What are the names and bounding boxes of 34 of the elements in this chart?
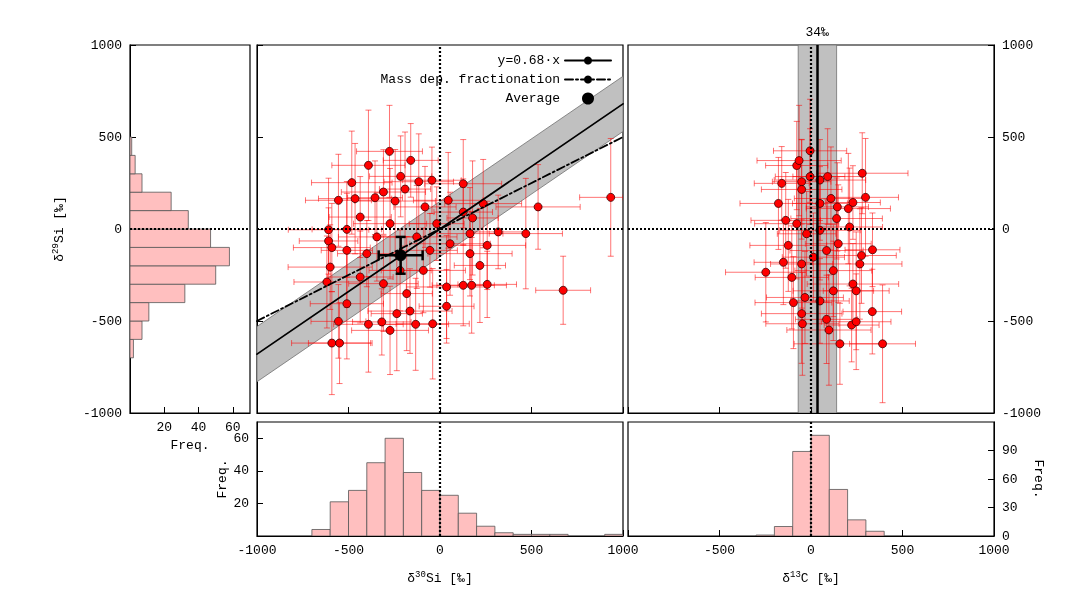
y-tick-label: -1000 xyxy=(82,405,122,421)
y-axis-title: δ29Si [‰] xyxy=(50,196,67,262)
x-tick-label: 1000 xyxy=(607,543,639,558)
y-tick-label: 0 xyxy=(1002,528,1010,544)
y-tick-label: 1000 xyxy=(1002,37,1034,53)
x-tick-label: 20 xyxy=(156,420,173,435)
x-tick-label: 40 xyxy=(190,420,207,435)
y-tick-label: 500 xyxy=(1002,129,1026,145)
x-tick-label: 0 xyxy=(436,543,444,558)
y-axis-title: Freq. xyxy=(1031,459,1046,499)
x-tick-label: 500 xyxy=(890,543,915,558)
y-axis-title: Freq. xyxy=(215,459,230,499)
x-tick-label: -500 xyxy=(703,543,736,558)
y-tick-label: -500 xyxy=(1002,313,1034,329)
y-tick-label: 1000 xyxy=(90,37,122,53)
y-tick-label: 0 xyxy=(114,221,122,237)
y-tick-label: 90 xyxy=(1002,443,1018,458)
y-tick-label: 60 xyxy=(1002,471,1018,487)
y-tick-label: 30 xyxy=(1002,500,1018,515)
y-tick-label: 0 xyxy=(1002,221,1010,237)
y-tick-label: 60 xyxy=(233,430,249,446)
x-axis-title: Freq. xyxy=(170,437,210,453)
y-tick-label: -1000 xyxy=(1002,405,1042,421)
legend-label: y=0.68·x xyxy=(497,53,561,68)
legend-label: Average xyxy=(505,91,560,106)
y-tick-label: 500 xyxy=(98,129,122,145)
ref-line-label: 34‰ xyxy=(805,25,830,40)
y-tick-label: 40 xyxy=(233,463,249,479)
x-tick-label: 500 xyxy=(519,543,544,558)
y-tick-label: -500 xyxy=(90,313,122,329)
x-tick-label: -500 xyxy=(332,543,365,558)
legend-label: Mass dep. fractionation xyxy=(380,72,560,87)
x-tick-label: 0 xyxy=(807,543,815,558)
y-tick-label: 20 xyxy=(233,495,249,511)
